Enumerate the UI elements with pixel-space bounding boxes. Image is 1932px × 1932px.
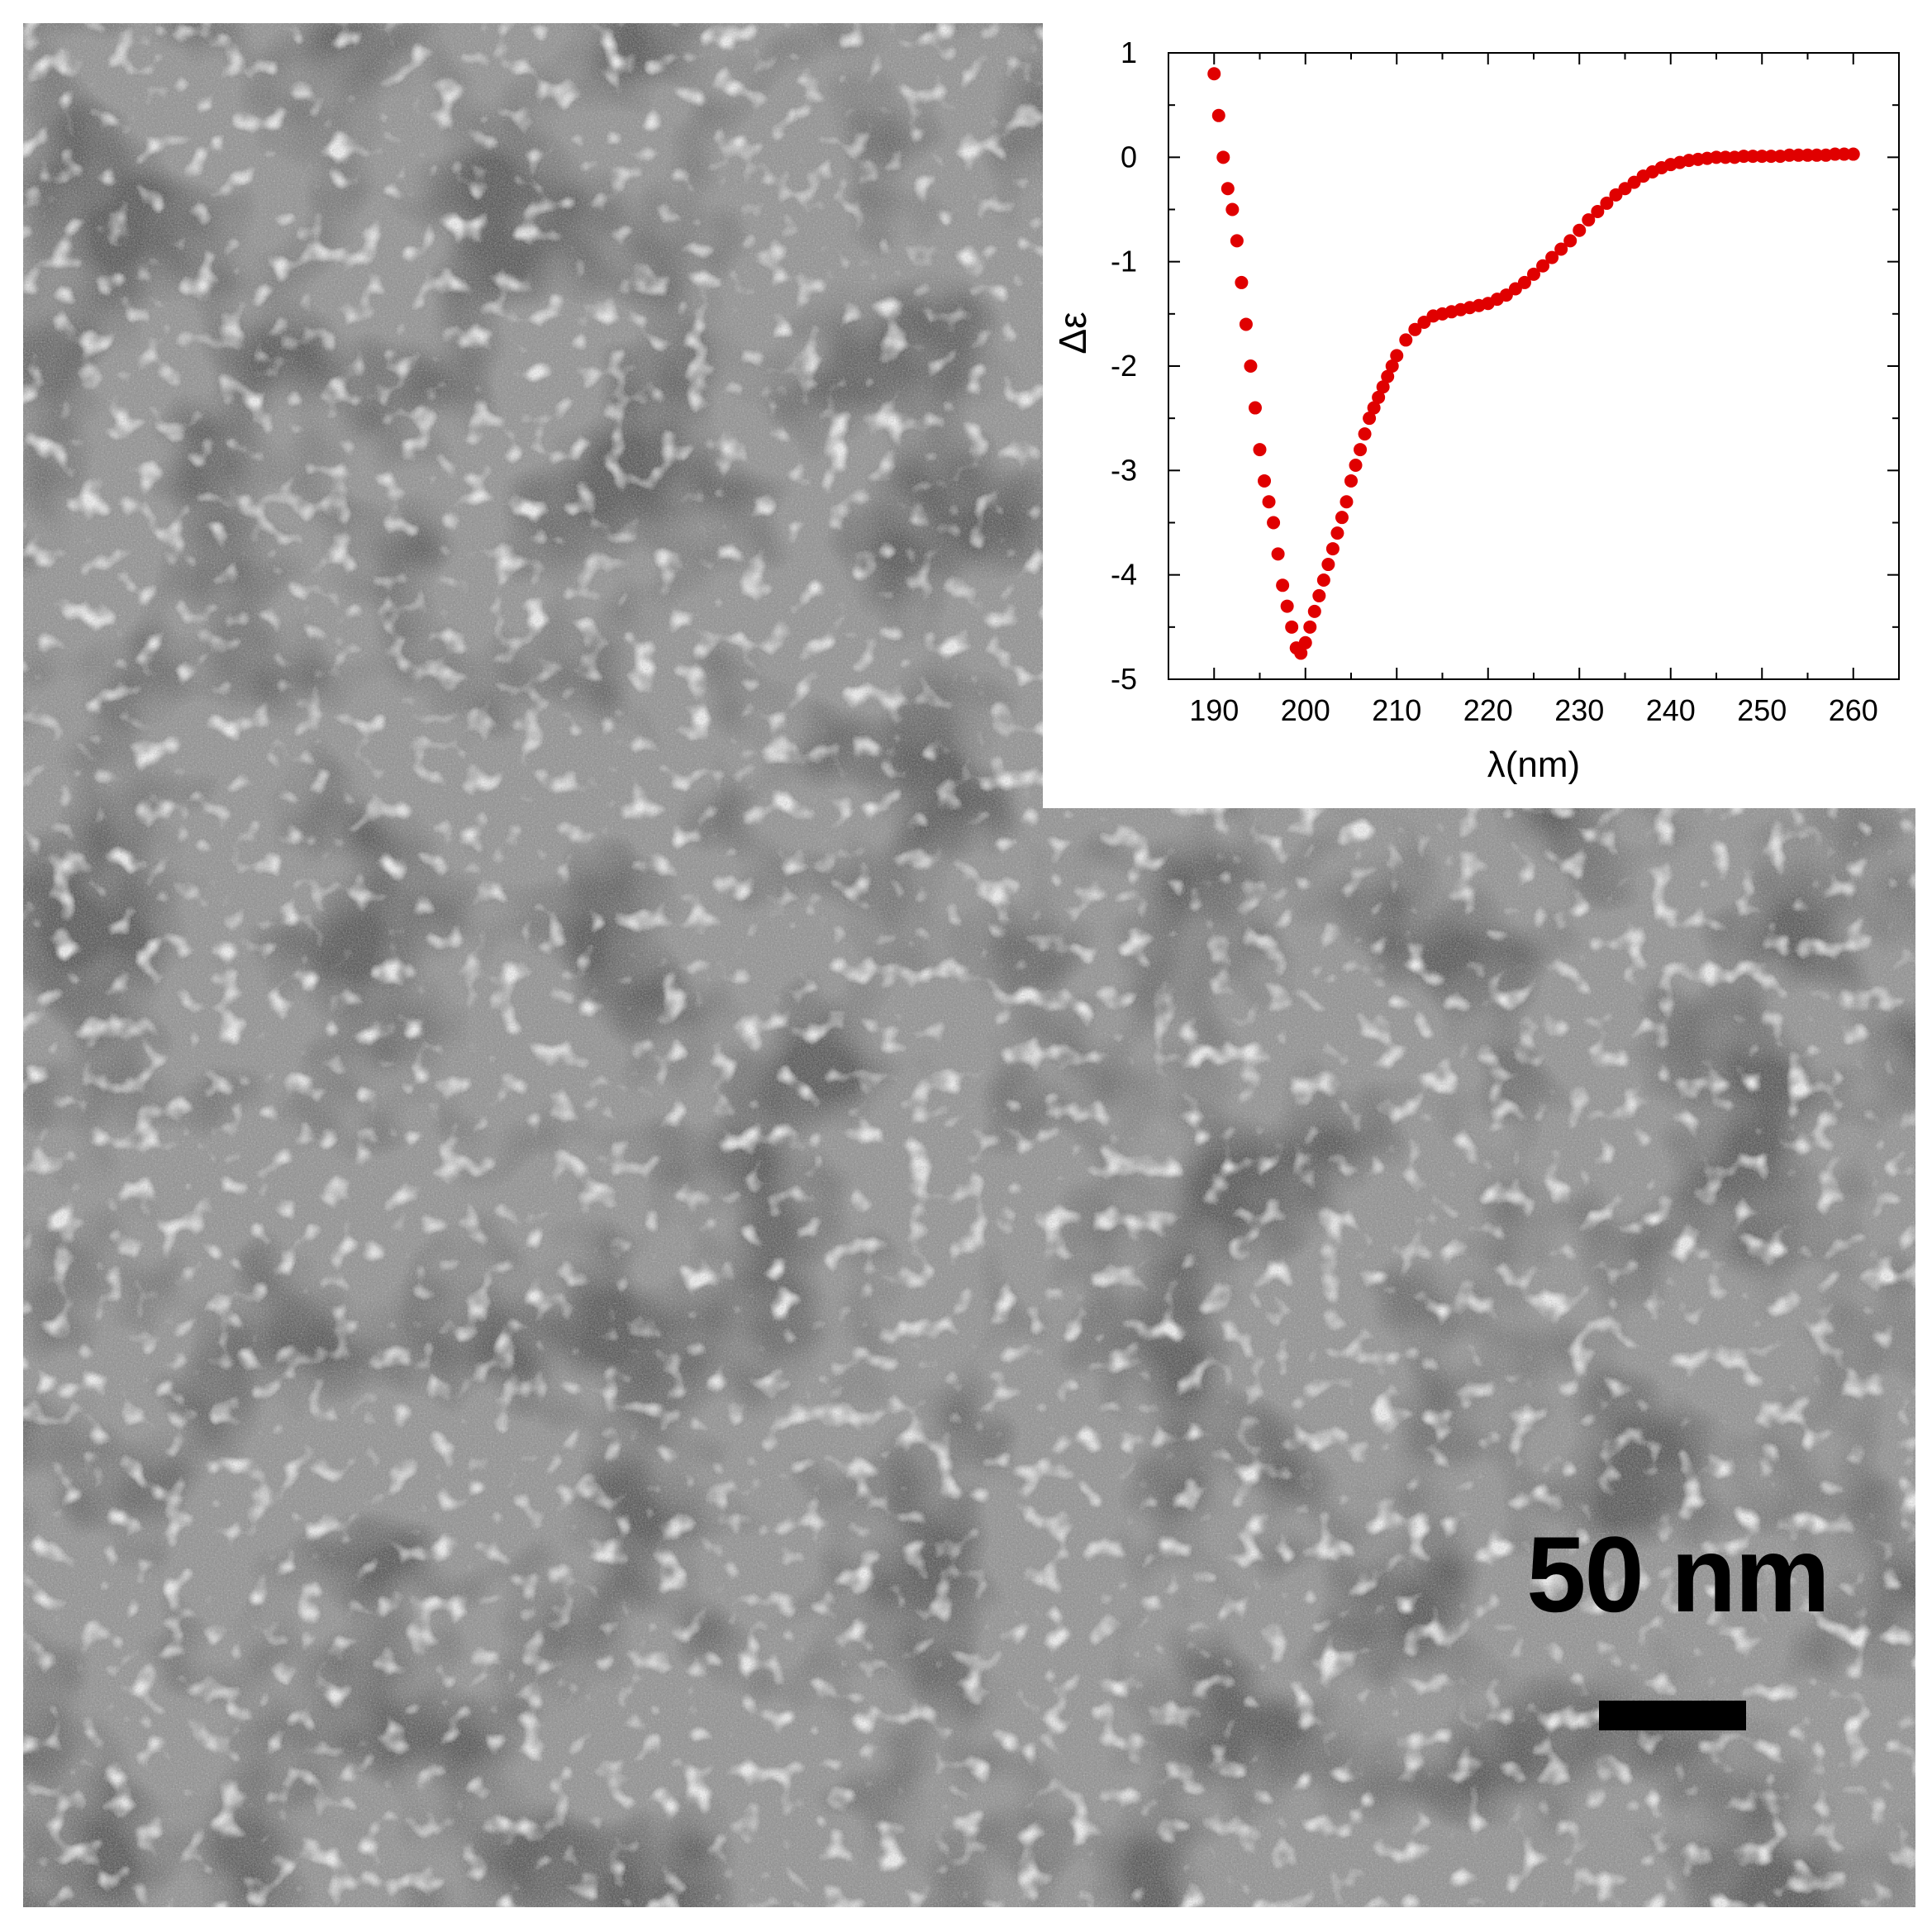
data-point [1385, 359, 1399, 373]
data-point [1294, 646, 1308, 660]
data-point [1330, 526, 1344, 540]
data-point [1276, 578, 1290, 592]
data-point [1321, 558, 1335, 572]
data-point [1248, 401, 1262, 415]
data-point [1710, 150, 1723, 164]
data-point [1312, 588, 1326, 602]
data-point [1280, 599, 1294, 613]
data-point [1746, 150, 1760, 164]
y-tick-label: -3 [1111, 453, 1137, 487]
data-point [1810, 148, 1824, 162]
y-tick-label: 1 [1121, 36, 1137, 69]
data-point [1216, 150, 1230, 164]
y-tick-label: -5 [1111, 662, 1137, 696]
x-tick-label: 220 [1463, 693, 1513, 727]
data-point [1358, 427, 1372, 441]
data-point [1271, 547, 1285, 561]
data-point [1207, 67, 1221, 81]
data-point [1258, 473, 1272, 488]
data-point [1267, 516, 1281, 530]
data-point [1262, 495, 1276, 509]
x-tick-label: 200 [1281, 693, 1330, 727]
data-point [1221, 182, 1235, 196]
data-point [1244, 359, 1258, 373]
scale-bar [1599, 1701, 1746, 1730]
x-tick-label: 210 [1372, 693, 1421, 727]
data-point [1582, 213, 1596, 227]
data-point [1298, 635, 1312, 650]
data-point [1230, 234, 1244, 248]
data-point [1344, 473, 1358, 488]
data-point [1381, 369, 1395, 383]
data-point [1792, 148, 1806, 162]
data-point [1527, 267, 1540, 281]
data-point [1253, 443, 1267, 457]
data-point [1340, 495, 1354, 509]
y-tick-label: -4 [1111, 558, 1137, 592]
data-point [1737, 150, 1751, 164]
x-tick-label: 190 [1189, 693, 1239, 727]
y-tick-label: 0 [1121, 140, 1137, 174]
data-point [1517, 275, 1531, 289]
data-point [1563, 234, 1577, 248]
data-point [1536, 259, 1550, 273]
scale-bar-label: 50 nm [1526, 1514, 1830, 1635]
data-point [1303, 620, 1317, 634]
data-point [1764, 150, 1778, 164]
data-point [1828, 147, 1842, 161]
data-point [1335, 511, 1349, 525]
data-point [1837, 147, 1851, 161]
x-tick-label: 240 [1646, 693, 1696, 727]
data-point [1367, 401, 1381, 415]
data-point [1372, 390, 1386, 404]
data-point [1399, 333, 1413, 347]
data-point [1376, 380, 1390, 394]
data-point [1846, 147, 1860, 161]
data-point [1325, 542, 1340, 556]
data-point [1211, 108, 1225, 122]
data-point [1316, 573, 1330, 587]
cd-spectrum-chart: 190 200 210 220 230 240 250 260 1 0 -1 -2 -3 -4 -5 λ(nm… [1051, 36, 1900, 785]
data-point [1600, 196, 1614, 210]
y-tick-label: -2 [1111, 349, 1137, 383]
data-point [1363, 412, 1377, 426]
data-point [1239, 317, 1253, 331]
data-point [1285, 620, 1299, 634]
data-point [1573, 223, 1587, 237]
data-point [1390, 349, 1404, 363]
data-point [1591, 205, 1605, 219]
x-tick-label: 250 [1737, 693, 1787, 727]
y-axis-label: Δε [1051, 312, 1094, 354]
data-point [1354, 443, 1368, 457]
data-point [1225, 202, 1240, 217]
data-point [1801, 148, 1815, 162]
x-tick-label: 230 [1554, 693, 1604, 727]
data-point [1349, 459, 1363, 473]
data-point [1408, 322, 1422, 336]
data-point [1782, 148, 1796, 162]
data-point [1554, 242, 1568, 256]
data-point [1307, 604, 1321, 618]
data-point [1719, 150, 1733, 164]
data-point [1545, 250, 1559, 264]
x-axis-label: λ(nm) [1487, 745, 1580, 785]
y-tick-label: -1 [1111, 245, 1137, 278]
data-point [1755, 150, 1769, 164]
data-point [1235, 275, 1249, 289]
x-tick-label: 260 [1829, 693, 1878, 727]
cd-spectrum-inset: 190 200 210 220 230 240 250 260 1 0 -1 -2 -3 -4 -5 λ(nm… [1043, 23, 1915, 808]
